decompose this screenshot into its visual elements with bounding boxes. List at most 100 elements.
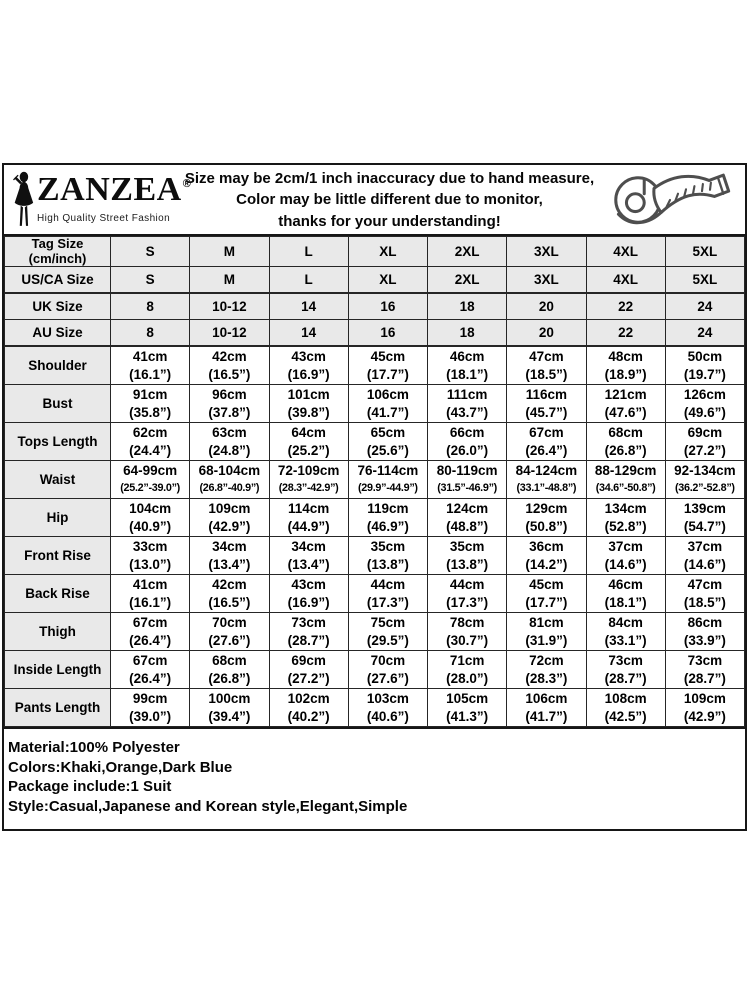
registered-mark-icon: ® [182,178,192,190]
row-label: Waist [4,460,111,499]
measurement-cell: 104cm (40.9”) [109,498,191,537]
measurement-row: Hip 104cm (40.9”) 109cm (42.9”) 114cm (44.9”) 1… [4,498,746,537]
size-cell: 5XL [664,266,746,294]
row-label: Back Rise [4,574,111,613]
row-label: Tag Size (cm/inch) [4,236,111,267]
measurement-cell: 119cm (46.9”) [347,498,429,537]
measurement-cell: 50cm (19.7”) [664,345,746,385]
size-cell: XL [347,236,429,267]
measurement-cell: 96cm (37.8”) [189,384,270,423]
size-cell: 16 [347,292,429,320]
measurement-cell: 66cm (26.0”) [426,422,508,461]
measurement-cell: 69cm (27.2”) [268,650,349,689]
measurement-cell: 47cm (18.5”) [664,574,746,613]
measurement-cell: 126cm (49.6”) [664,384,746,423]
measurement-cell: 41cm (16.1”) [109,574,191,613]
row-label: Thigh [4,612,111,651]
measurement-cell: 63cm (24.8”) [189,422,270,461]
size-cell: 4XL [585,266,666,294]
measurement-cell: 46cm (18.1”) [585,574,666,613]
measurement-row: Thigh 67cm (26.4”) 70cm (27.6”) 73cm (28.7”) 75… [4,612,746,651]
product-info-box: Material:100% Polyester Colors:Khaki,Ora… [4,727,745,829]
measurement-cell: 46cm (18.1”) [426,345,508,385]
measurement-cell: 111cm (43.7”) [426,384,508,423]
measurement-cell: 37cm (14.6”) [664,536,746,575]
size-cell: 18 [426,319,508,347]
row-label: Inside Length [4,650,111,689]
measurement-cell: 35cm (13.8”) [426,536,508,575]
row-label: Shoulder [4,345,111,385]
measurement-cell: 45cm (17.7”) [506,574,587,613]
colors-line: Colors:Khaki,Orange,Dark Blue [8,758,233,776]
measurement-cell: 65cm (25.6”) [347,422,429,461]
size-row: US/CA Size S M L XL 2XL 3XL 4XL 5XL [4,266,746,294]
size-cell: 24 [664,292,746,320]
brand-text: ZANZEA® High Quality Street Fashion [37,173,192,225]
measurement-row: Bust 91cm (35.8”) 96cm (37.8”) 101cm (39.8”) 10… [4,384,746,423]
measurement-cell: 106cm (41.7”) [347,384,429,423]
measurement-cell: 47cm (18.5”) [506,345,587,385]
size-cell: 18 [426,292,508,320]
measurement-cell: 67cm (26.4”) [109,612,191,651]
row-label: Tops Length [4,422,111,461]
measurement-cell: 139cm (54.7”) [664,498,746,537]
measurement-cell: 105cm (41.3”) [426,688,508,727]
measurement-cell: 129cm (50.8”) [506,498,587,537]
size-cell: 8 [109,292,191,320]
measurement-cell: 106cm (41.7”) [506,688,587,727]
measurement-cell: 45cm (17.7”) [347,345,429,385]
size-cell: 20 [506,319,587,347]
measurement-cell: 42cm (16.5”) [189,345,270,385]
measurement-cell: 44cm (17.3”) [347,574,429,613]
measurement-row: Front Rise 33cm (13.0”) 34cm (13.4”) 34cm (13.… [4,536,746,575]
measurement-cell: 37cm (14.6”) [585,536,666,575]
measurement-cell: 41cm (16.1”) [109,345,191,385]
measurement-cell: 72cm (28.3”) [506,650,587,689]
measurement-cell: 84cm (33.1”) [585,612,666,651]
measurement-cell: 43cm (16.9”) [268,345,349,385]
measurement-cell: 70cm (27.6”) [347,650,429,689]
measurement-cell: 103cm (40.6”) [347,688,429,727]
measurement-cell: 124cm (48.8”) [426,498,508,537]
measurement-cell: 43cm (16.9”) [268,574,349,613]
measurement-cell: 71cm (28.0”) [426,650,508,689]
size-table-body: Tag Size (cm/inch) S M L XL 2XL 3XL 4XL 5XL US/CA … [4,236,746,727]
size-cell: 16 [347,319,429,347]
measurement-row: Waist 64-99cm (25.2”-39.0”) 68-104cm (26.8”-… [4,460,746,499]
measurement-cell: 109cm (42.9”) [664,688,746,727]
measurement-cell: 75cm (29.5”) [347,612,429,651]
size-row: UK Size 8 10-12 14 16 18 20 22 24 [4,292,746,320]
measuring-tape-icon [614,173,731,224]
measurement-row: Back Rise 41cm (16.1”) 42cm (16.5”) 43cm (16.9… [4,574,746,613]
tape-icon-area [595,168,745,232]
measurement-cell: 102cm (40.2”) [268,688,349,727]
measurement-cell: 84-124cm (33.1”-48.8”) [506,460,587,499]
measurement-cell: 86cm (33.9”) [664,612,746,651]
measurement-cell: 73cm (28.7”) [268,612,349,651]
measurement-cell: 68cm (26.8”) [585,422,666,461]
size-cell: 10-12 [189,319,270,347]
size-row: Tag Size (cm/inch) S M L XL 2XL 3XL 4XL 5XL [4,236,746,267]
measurement-cell: 62cm (24.4”) [109,422,191,461]
size-cell: 4XL [585,236,666,267]
measurement-cell: 72-109cm (28.3”-42.9”) [268,460,349,499]
material-line: Material:100% Polyester [8,739,180,756]
measurement-cell: 44cm (17.3”) [426,574,508,613]
row-label: UK Size [4,292,111,320]
size-cell: 14 [268,292,349,320]
size-row: AU Size 8 10-12 14 16 18 20 22 24 [4,319,746,347]
measurement-cell: 121cm (47.6”) [585,384,666,423]
measurement-cell: 35cm (13.8”) [347,536,429,575]
size-cell: 22 [585,319,666,347]
measurement-cell: 70cm (27.6”) [189,612,270,651]
size-cell: 20 [506,292,587,320]
row-label: US/CA Size [4,266,111,294]
size-cell: 24 [664,319,746,347]
row-label: Front Rise [4,536,111,575]
disclaimer-line-1: Size may be 2cm/1 inch inaccuracy due to… [184,169,595,187]
row-label: Pants Length [4,688,111,727]
size-cell: 8 [109,319,191,347]
header-box: ZANZEA® High Quality Street Fashion Size… [4,165,745,236]
measurement-cell: 99cm (39.0”) [109,688,191,727]
